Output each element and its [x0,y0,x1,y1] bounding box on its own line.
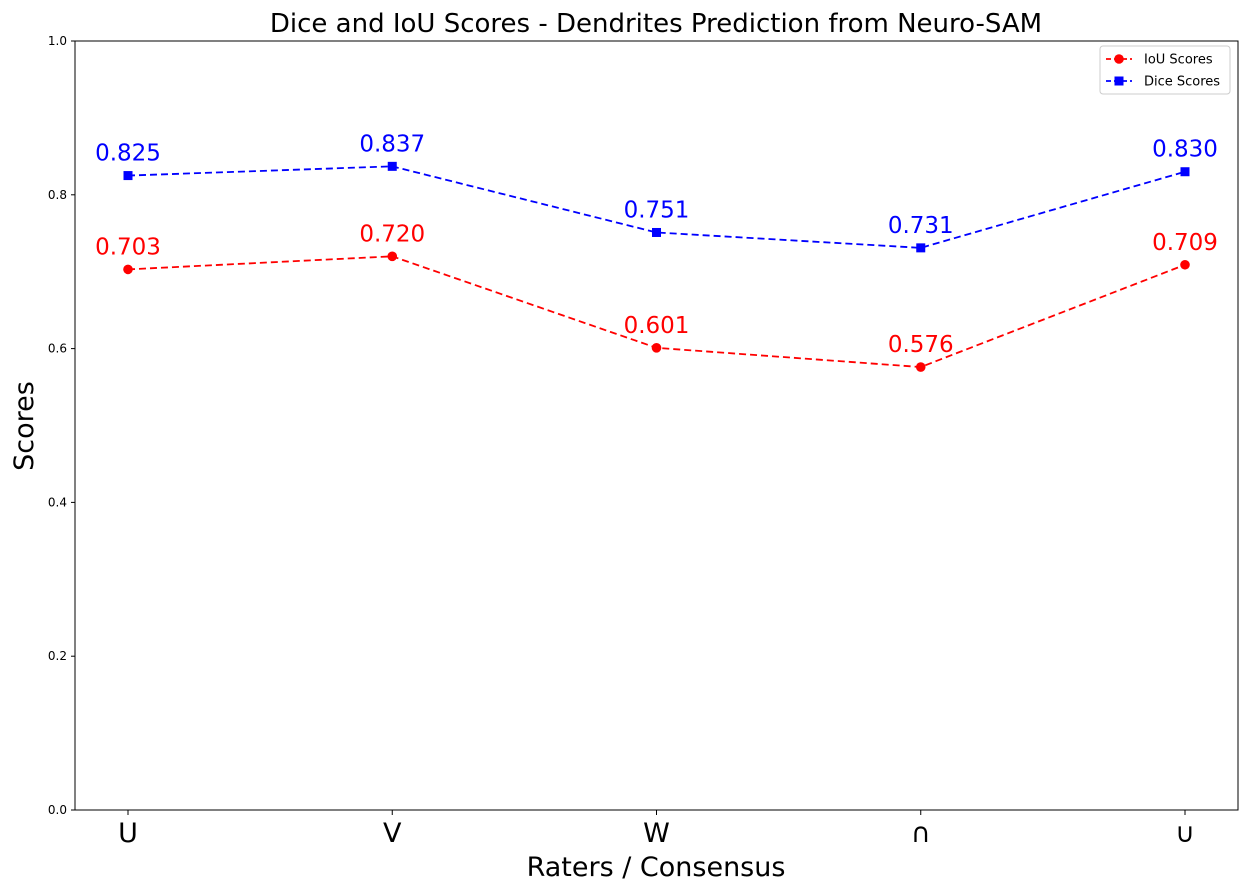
legend-box [1099,45,1231,95]
plot-area [74,40,1239,811]
y-tick-label: 0.6 [48,342,67,356]
x-tick-label: ∩ [911,818,931,849]
data-label: 0.837 [359,131,425,157]
data-point [915,362,926,372]
data-point [1180,259,1190,270]
data-label: 0.751 [624,197,690,223]
x-tick-label: V [383,818,402,849]
data-label: 0.703 [95,234,161,260]
data-label: 0.601 [624,313,690,339]
series-line [127,165,1186,249]
legend-marker [1114,76,1124,86]
x-tick-label: ∪ [1175,818,1195,849]
y-axis-label: Scores [9,381,40,471]
data-point [651,343,662,353]
y-tick-label: 0.4 [48,495,67,509]
data-label: 0.709 [1152,230,1218,256]
series-dice-scores: 0.825 0.837 0.751 0.731 0.830 [95,131,1218,253]
data-label: 0.576 [888,332,954,358]
y-tick-label: 1.0 [48,34,67,48]
x-axis-label: Raters / Consensus [527,852,786,883]
y-axis: 0.0 0.2 0.4 0.6 0.8 1.0 [48,34,75,817]
data-label: 0.830 [1152,137,1218,163]
y-tick-label: 0.0 [48,803,67,817]
data-point [1180,167,1190,177]
data-label: 0.720 [359,221,425,247]
series-layer: 0.703 0.720 0.601 0.576 0.709 0.825 0.837 0.751… [95,131,1218,372]
data-point [123,171,133,181]
legend-label: IoU Scores [1144,53,1213,68]
series-iou-scores: 0.703 0.720 0.601 0.576 0.709 [95,221,1218,372]
data-point [123,264,133,275]
x-tick-label: W [643,818,670,849]
data-point [387,161,397,171]
data-point [652,227,661,237]
legend-label: Dice Scores [1144,75,1220,90]
legend-marker [1114,54,1124,64]
x-axis: U V W ∩ ∪ [118,810,1195,849]
x-tick-label: U [118,818,138,849]
data-point [387,251,398,262]
data-label: 0.825 [95,141,161,167]
y-tick-label: 0.8 [48,188,67,202]
legend-item: IoU Scores [1106,53,1213,68]
chart-title: Dice and IoU Scores - Dendrites Predicti… [270,9,1042,39]
data-point [916,243,926,253]
legend: IoU Scores Dice Scores [1099,45,1231,95]
data-label: 0.731 [888,213,954,239]
legend-item: Dice Scores [1106,75,1220,90]
y-tick-label: 0.2 [48,649,67,663]
